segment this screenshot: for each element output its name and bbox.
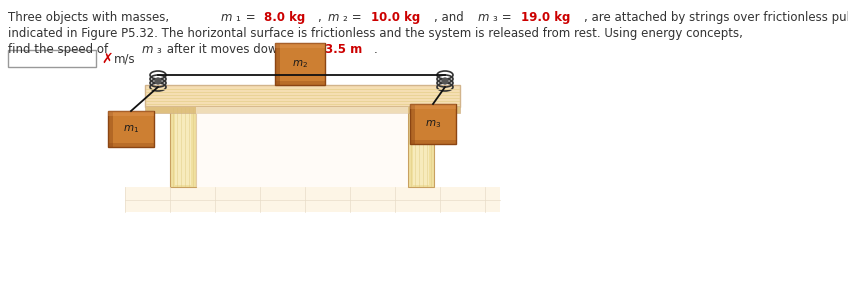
Text: m/s: m/s [114,52,136,65]
Text: indicated in Figure P5.32. The horizontal surface is frictionless and the system: indicated in Figure P5.32. The horizonta… [8,27,743,40]
Bar [275,43,325,85]
Text: =: = [242,11,259,24]
Text: m: m [327,11,338,24]
Text: ₃: ₃ [492,11,497,24]
Text: 19.0 kg: 19.0 kg [521,11,570,24]
Text: 3.5 m: 3.5 m [326,43,362,56]
Bar [410,104,456,144]
Text: $m_3$: $m_3$ [425,118,441,130]
Text: ₁: ₁ [236,11,241,24]
Bar [108,143,154,147]
Bar [410,104,456,109]
Circle shape [155,78,161,84]
Bar [108,111,154,147]
Text: $m_1$: $m_1$ [123,123,139,135]
Bar [275,43,280,85]
Bar [175,109,191,185]
Circle shape [442,78,448,84]
Bar [125,187,500,212]
Text: ₂: ₂ [342,11,347,24]
Bar [145,85,460,107]
Text: , are attached by strings over frictionless pulleys as: , are attached by strings over frictionl… [584,11,848,24]
Text: $m_2$: $m_2$ [292,58,308,70]
Text: 10.0 kg: 10.0 kg [371,11,420,24]
Text: m: m [220,11,232,24]
Text: , and: , and [434,11,467,24]
Text: after it moves down: after it moves down [163,43,289,56]
Text: 8.0 kg: 8.0 kg [265,11,305,24]
Bar [8,50,96,67]
Bar [145,106,460,113]
Text: ✗: ✗ [101,51,113,65]
Bar [408,107,434,187]
Bar [170,107,196,187]
Text: =: = [499,11,516,24]
Bar [275,81,325,85]
Text: m: m [477,11,488,24]
Text: .: . [373,43,377,56]
Text: find the speed of: find the speed of [8,43,112,56]
Bar [413,109,429,185]
Bar [410,104,415,144]
Bar [196,107,408,187]
Text: ₃: ₃ [157,43,162,56]
Text: m: m [142,43,153,56]
Text: ,: , [317,11,325,24]
Bar [108,111,113,147]
Text: =: = [349,11,365,24]
Bar [410,140,456,144]
Bar [275,43,325,48]
Bar [108,111,154,116]
Text: Three objects with masses,: Three objects with masses, [8,11,173,24]
